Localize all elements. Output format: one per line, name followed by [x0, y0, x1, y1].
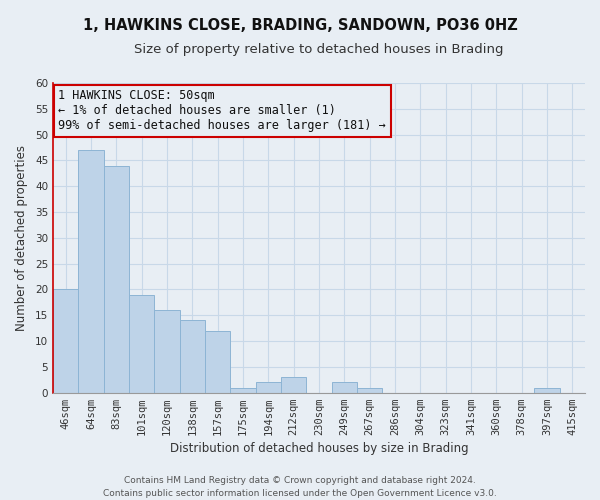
X-axis label: Distribution of detached houses by size in Brading: Distribution of detached houses by size …: [170, 442, 469, 455]
Bar: [53, 290, 79, 393]
Text: Contains HM Land Registry data © Crown copyright and database right 2024.
Contai: Contains HM Land Registry data © Crown c…: [103, 476, 497, 498]
Bar: [281, 377, 307, 392]
Bar: [154, 310, 180, 392]
Title: Size of property relative to detached houses in Brading: Size of property relative to detached ho…: [134, 42, 504, 56]
Bar: [230, 388, 256, 392]
Text: 1, HAWKINS CLOSE, BRADING, SANDOWN, PO36 0HZ: 1, HAWKINS CLOSE, BRADING, SANDOWN, PO36…: [83, 18, 517, 32]
Y-axis label: Number of detached properties: Number of detached properties: [15, 145, 28, 331]
Bar: [357, 388, 382, 392]
Bar: [79, 150, 104, 392]
Text: 1 HAWKINS CLOSE: 50sqm
← 1% of detached houses are smaller (1)
99% of semi-detac: 1 HAWKINS CLOSE: 50sqm ← 1% of detached …: [58, 89, 386, 132]
Bar: [205, 331, 230, 392]
Bar: [256, 382, 281, 392]
Bar: [129, 294, 154, 392]
Bar: [104, 166, 129, 392]
Bar: [535, 388, 560, 392]
Bar: [180, 320, 205, 392]
Bar: [332, 382, 357, 392]
